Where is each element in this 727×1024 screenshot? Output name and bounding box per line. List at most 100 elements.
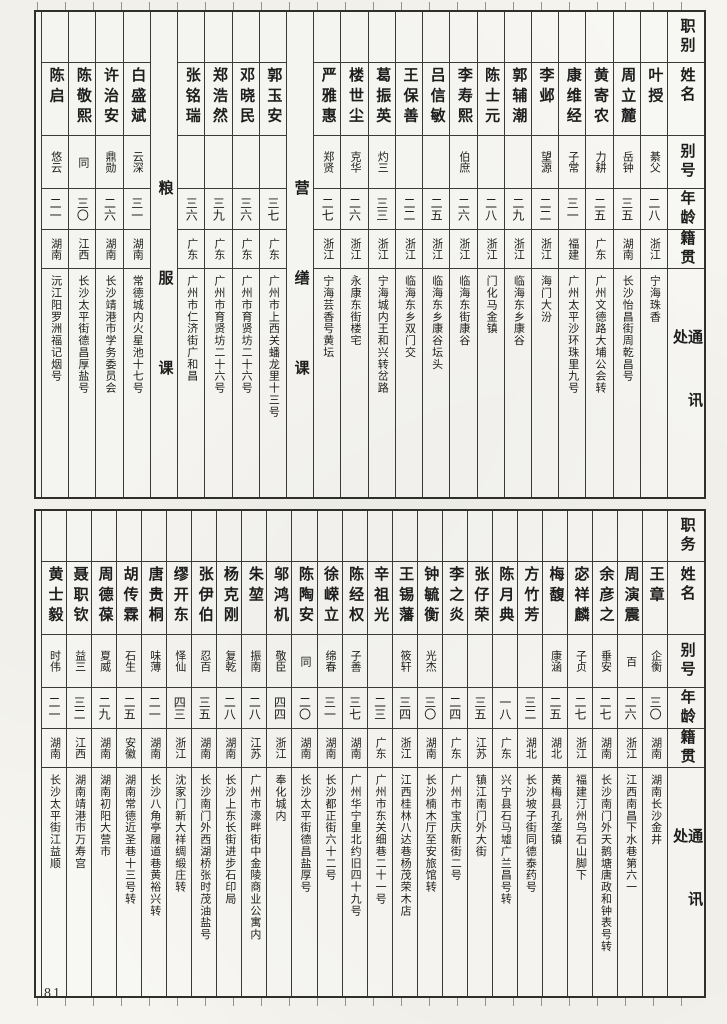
name-cell-text: 陈启 — [47, 67, 64, 108]
age-cell: 二六 — [450, 189, 477, 230]
header-address-text: 通讯处 — [671, 828, 703, 954]
alias-cell — [232, 136, 259, 189]
entry-column: 张铭瑞 三六 广东 广州市仁济街广和昌 — [177, 12, 205, 497]
age-cell-text: 三六 — [238, 197, 253, 221]
origin-cell: 湖南 — [317, 729, 342, 768]
address-cell-text: 长沙坡子街同德泰药号 — [524, 774, 537, 893]
age-cell: 三六 — [232, 189, 259, 230]
name-cell-text: 吕信敏 — [428, 67, 445, 128]
alias-cell — [178, 136, 205, 189]
origin-cell: 浙江 — [477, 230, 504, 269]
header-column: 职别 姓名 别号 年龄 籍贯 通讯处 — [667, 12, 705, 497]
age-cell: 三三 — [368, 189, 395, 230]
name-cell: 王章 — [643, 562, 668, 635]
address-cell-text: 海门大汾 — [539, 275, 552, 323]
origin-cell-text: 广东 — [185, 238, 198, 260]
name-cell-text: 胡传霖 — [121, 566, 138, 627]
alias-cell — [504, 136, 531, 189]
origin-cell-text: 广东 — [267, 238, 280, 260]
origin-cell: 浙江 — [450, 230, 477, 269]
age-cell-text: 二二 — [538, 197, 553, 221]
address-cell-text: 长沙上东长街进步石印局 — [223, 774, 236, 905]
address-cell: 长沙靖港市学务委员会 — [96, 269, 122, 497]
alias-cell: 綦父 — [640, 136, 668, 189]
entry-column: 严雅惠 郑贤 二七 浙江 宁海芸香号黄坛 — [313, 12, 341, 497]
origin-cell: 广东 — [259, 230, 286, 269]
entry-column: 梅馥 康涵 二五 湖北 黄梅县孔垄镇 — [541, 511, 567, 996]
alias-cell-text: 味薄 — [148, 650, 161, 672]
alias-cell: 石生 — [117, 635, 142, 688]
entry-column: 唐贵桐 味薄 二一 湖南 长沙八角亭履道巷黄裕兴转 — [141, 511, 167, 996]
name-cell: 葛振英 — [368, 63, 395, 136]
age-cell: 三一 — [123, 189, 150, 230]
address-cell: 宁海珠香 — [641, 269, 667, 497]
origin-cell: 湖南 — [123, 230, 150, 269]
address-cell: 兴宁县石马墟广兰昌号转 — [493, 768, 517, 996]
role-cell — [232, 12, 259, 63]
alias-cell-text: 复乾 — [223, 650, 236, 672]
alias-cell: 克华 — [341, 136, 368, 189]
entry-column: 张仔荣 三五 江苏 镇江南门外大街 — [466, 511, 492, 996]
origin-cell-text: 浙江 — [457, 238, 470, 260]
alias-cell: 灼三 — [368, 136, 395, 189]
age-cell-text: 三五 — [619, 197, 634, 221]
age-cell: 二八 — [477, 189, 504, 230]
alias-cell — [259, 136, 286, 189]
origin-cell: 浙江 — [341, 230, 368, 269]
age-cell: 三五 — [467, 688, 492, 729]
origin-cell: 广东 — [586, 230, 613, 269]
roster-table-top: 陈启 悠云 二一 湖南 沅江阳罗洲福记烟号 陈敬熙同三〇 江西 长沙太平街德昌厚盐号 许治安 鼎勋… — [34, 10, 706, 499]
address-cell-text: 兴宁县石马墟广兰昌号转 — [499, 774, 512, 905]
alias-cell: 振南 — [242, 635, 267, 688]
address-cell: 长沙太平街德昌盐厚号 — [292, 768, 316, 996]
origin-cell: 湖南 — [217, 729, 242, 768]
entry-column: 徐嵘立 绵春 三一 湖南 长沙都正街六十二号 — [316, 511, 342, 996]
entry-column: 方竹芳 三二 湖北 长沙坡子街同德泰药号 — [516, 511, 542, 996]
origin-cell-text: 浙江 — [403, 238, 416, 260]
name-cell-text: 叶授 — [646, 67, 663, 108]
origin-cell: 江西 — [67, 729, 92, 768]
age-cell: 二九 — [504, 189, 531, 230]
alias-cell-text: 时伟 — [48, 650, 61, 672]
address-cell: 广州市育贤坊二十六号 — [233, 269, 259, 497]
name-cell: 张仔荣 — [467, 562, 492, 635]
header-address: 通讯处 — [668, 269, 704, 497]
alias-cell: 望源 — [531, 136, 559, 189]
section-column: 粮服课 — [149, 12, 177, 497]
alias-cell: 忍百 — [192, 635, 217, 688]
origin-cell: 浙江 — [531, 230, 559, 269]
address-cell-text: 沈家门新大祥绸缎庄转 — [173, 774, 186, 893]
role-cell — [450, 12, 477, 63]
role-cell — [368, 12, 395, 63]
entry-column: 周德葆 夏威 二九 湖南 湖南初阳大营市 — [91, 511, 117, 996]
origin-cell: 浙江 — [167, 729, 192, 768]
role-cell — [69, 12, 96, 63]
name-cell: 李寿熙 — [450, 63, 477, 136]
origin-cell: 广东 — [492, 729, 517, 768]
role-cell — [618, 511, 643, 562]
alias-cell: 益三 — [67, 635, 92, 688]
origin-cell: 湖北 — [542, 729, 567, 768]
origin-cell: 浙江 — [567, 729, 593, 768]
address-cell: 宁海芸香号黄坛 — [314, 269, 340, 497]
age-cell-text: 二六 — [102, 197, 117, 221]
alias-cell: 光杰 — [417, 635, 442, 688]
address-cell: 长沙坡子街同德泰药号 — [518, 768, 542, 996]
entry-column: 杨克刚 复乾 二八 湖南 长沙上东长街进步石印局 — [216, 511, 242, 996]
age-cell: 二五 — [586, 189, 613, 230]
age-cell-text: 三二 — [522, 696, 537, 720]
origin-cell-text: 湖南 — [49, 238, 62, 260]
origin-cell-text: 浙江 — [376, 238, 389, 260]
address-cell-text: 常德城内火星池十七号 — [131, 275, 144, 394]
address-cell: 长沙上东长街进步石印局 — [217, 768, 241, 996]
name-cell-text: 陈敬熙 — [74, 67, 91, 128]
origin-cell: 浙江 — [267, 729, 292, 768]
alias-cell-text: 伯庶 — [457, 151, 470, 173]
origin-cell-text: 浙江 — [539, 238, 552, 260]
alias-cell — [367, 635, 392, 688]
age-cell-text: 三二 — [72, 696, 87, 720]
role-cell — [442, 511, 467, 562]
entry-column: 郭玉安 三七 广东 广州市上西关蟠龙里十三号 — [258, 12, 286, 497]
name-cell: 邬鸿机 — [267, 562, 292, 635]
address-cell: 广州市濠畔街中金陵商业公寓内 — [242, 768, 266, 996]
